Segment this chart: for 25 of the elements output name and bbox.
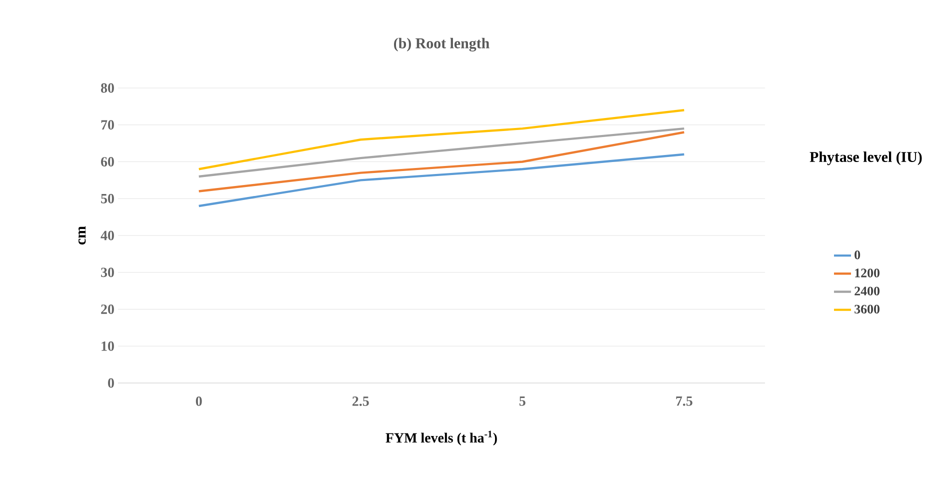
y-tick-label: 80 xyxy=(101,83,114,93)
x-axis-title: FYM levels (t ha$^{-1}$) xyxy=(386,430,497,446)
y-tick-label: 20 xyxy=(101,304,114,314)
legend-label: 1200 xyxy=(855,268,880,278)
y-tick-label: 0 xyxy=(108,378,114,388)
y-tick-label: 30 xyxy=(101,268,114,278)
line-series xyxy=(198,109,686,170)
line-series xyxy=(198,127,686,178)
legend-label: 3600 xyxy=(854,304,880,314)
y-axis-title: cm xyxy=(78,226,86,245)
legend-label: 0 xyxy=(854,250,860,260)
x-tick-label: 5 xyxy=(519,396,526,406)
legend-label: 2400 xyxy=(854,286,880,296)
line-series xyxy=(198,131,686,192)
y-tick-label: 60 xyxy=(101,157,114,166)
y-tick-label: 70 xyxy=(101,120,114,130)
legend-title: Phytase level (IU) xyxy=(810,152,922,166)
line-series xyxy=(198,153,686,208)
x-tick-label: 7.5 xyxy=(676,396,692,406)
y-tick-label: 50 xyxy=(101,194,114,204)
y-tick-label: 40 xyxy=(100,230,114,240)
x-tick-label: 0 xyxy=(196,396,202,406)
chart-title: (b) Root length xyxy=(394,38,490,52)
y-tick-label: 10 xyxy=(102,341,114,351)
x-tick-label: 2.5 xyxy=(352,396,369,406)
